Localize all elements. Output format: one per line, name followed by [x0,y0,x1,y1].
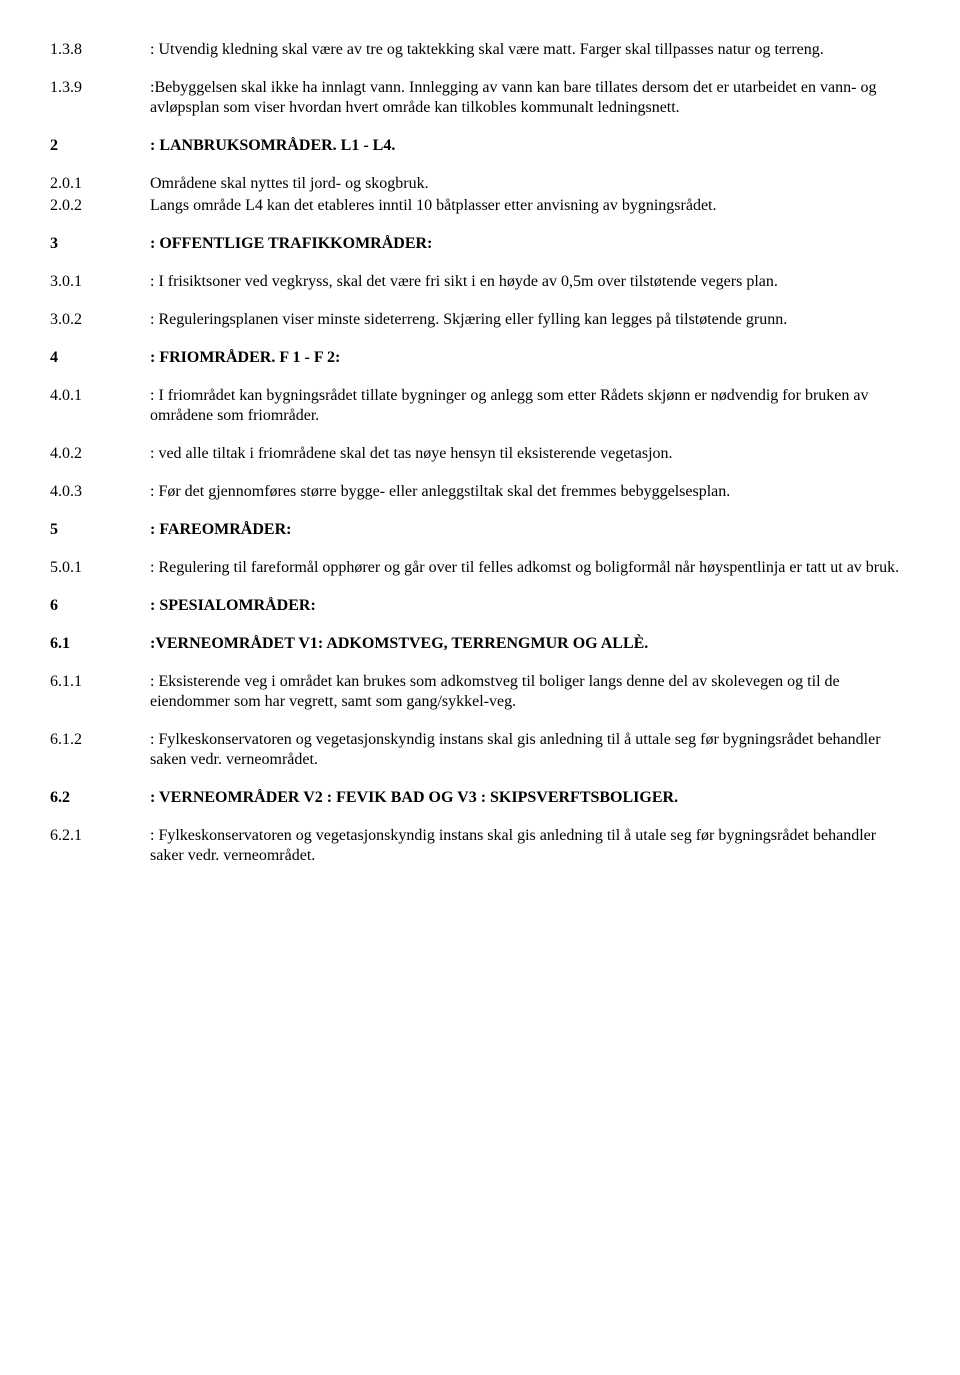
section-item: 4.0.3: Før det gjennomføres større bygge… [50,482,910,502]
item-number: 5.0.1 [50,558,150,578]
item-number: 6.1 [50,634,150,654]
item-number: 5 [50,520,150,540]
item-number: 2.0.1 [50,174,150,194]
item-number: 6.1.2 [50,730,150,770]
section-heading: 6: SPESIALOMRÅDER: [50,596,910,616]
section-heading: 2: LANBRUKSOMRÅDER. L1 - L4. [50,136,910,156]
section-item: 1.3.9:Bebyggelsen skal ikke ha innlagt v… [50,78,910,118]
item-number: 3.0.1 [50,272,150,292]
item-number: 1.3.9 [50,78,150,118]
item-text: : FAREOMRÅDER: [150,520,910,540]
item-text: : Fylkeskonservatoren og vegetasjonskynd… [150,826,910,866]
item-number: 6.2.1 [50,826,150,866]
item-text: : ved alle tiltak i friområdene skal det… [150,444,910,464]
item-number: 4.0.1 [50,386,150,426]
item-text: Områdene skal nyttes til jord- og skogbr… [150,174,910,194]
item-number: 4.0.3 [50,482,150,502]
item-text: : SPESIALOMRÅDER: [150,596,910,616]
document-body: 1.3.8: Utvendig kledning skal være av tr… [50,40,910,866]
item-text: : FRIOMRÅDER. F 1 - F 2: [150,348,910,368]
item-number: 6.1.1 [50,672,150,712]
item-text: : Reguleringsplanen viser minste sideter… [150,310,910,330]
item-text: : Utvendig kledning skal være av tre og … [150,40,910,60]
item-text: : VERNEOMRÅDER V2 : FEVIK BAD OG V3 : SK… [150,788,910,808]
item-text: : Eksisterende veg i området kan brukes … [150,672,910,712]
item-number: 2 [50,136,150,156]
section-item: 3.0.1: I frisiktsoner ved vegkryss, skal… [50,272,910,292]
section-item: 4.0.1: I friområdet kan bygningsrådet ti… [50,386,910,426]
section-item: 2.0.2Langs område L4 kan det etableres i… [50,196,910,216]
section-item: 6.1.2: Fylkeskonservatoren og vegetasjon… [50,730,910,770]
item-text: : Før det gjennomføres større bygge- ell… [150,482,910,502]
item-number: 6 [50,596,150,616]
item-text: :VERNEOMRÅDET V1: ADKOMSTVEG, TERRENGMUR… [150,634,910,654]
section-heading: 6.2: VERNEOMRÅDER V2 : FEVIK BAD OG V3 :… [50,788,910,808]
item-number: 2.0.2 [50,196,150,216]
section-item: 1.3.8: Utvendig kledning skal være av tr… [50,40,910,60]
item-number: 6.2 [50,788,150,808]
section-item: 4.0.2: ved alle tiltak i friområdene ska… [50,444,910,464]
section-item: 6.2.1: Fylkeskonservatoren og vegetasjon… [50,826,910,866]
item-number: 4 [50,348,150,368]
section-item: 5.0.1: Regulering til fareformål opphøre… [50,558,910,578]
section-item: 3.0.2: Reguleringsplanen viser minste si… [50,310,910,330]
item-text: : LANBRUKSOMRÅDER. L1 - L4. [150,136,910,156]
item-number: 1.3.8 [50,40,150,60]
section-item: 2.0.1Områdene skal nyttes til jord- og s… [50,174,910,194]
section-heading: 4: FRIOMRÅDER. F 1 - F 2: [50,348,910,368]
section-heading: 6.1:VERNEOMRÅDET V1: ADKOMSTVEG, TERRENG… [50,634,910,654]
item-text: Langs område L4 kan det etableres inntil… [150,196,910,216]
item-text: : I frisiktsoner ved vegkryss, skal det … [150,272,910,292]
item-text: :Bebyggelsen skal ikke ha innlagt vann. … [150,78,910,118]
item-text: : I friområdet kan bygningsrådet tillate… [150,386,910,426]
section-heading: 3: OFFENTLIGE TRAFIKKOMRÅDER: [50,234,910,254]
section-heading: 5: FAREOMRÅDER: [50,520,910,540]
section-item: 6.1.1: Eksisterende veg i området kan br… [50,672,910,712]
item-number: 3 [50,234,150,254]
item-text: : OFFENTLIGE TRAFIKKOMRÅDER: [150,234,910,254]
item-text: : Regulering til fareformål opphører og … [150,558,910,578]
item-number: 3.0.2 [50,310,150,330]
item-text: : Fylkeskonservatoren og vegetasjonskynd… [150,730,910,770]
item-number: 4.0.2 [50,444,150,464]
